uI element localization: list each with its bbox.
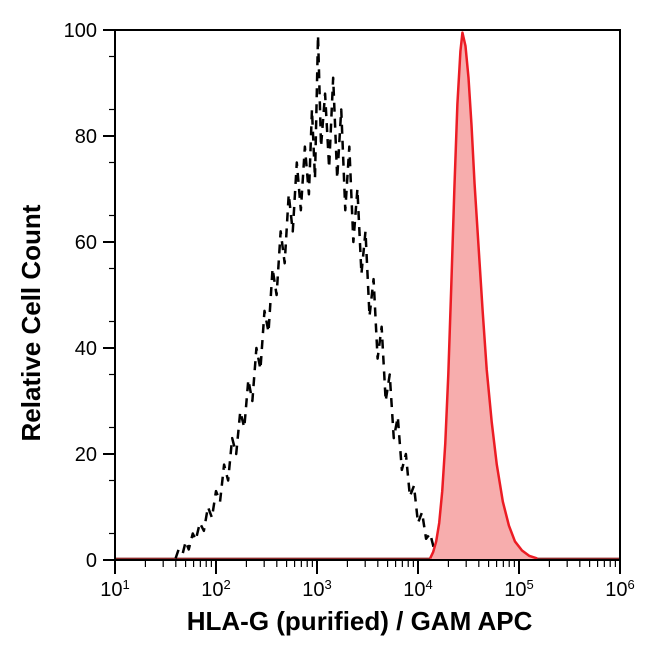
x-axis-label: HLA-G (purified) / GAM APC: [187, 606, 533, 637]
svg-text:106: 106: [605, 577, 634, 602]
svg-text:80: 80: [75, 126, 97, 148]
svg-text:102: 102: [201, 577, 230, 602]
svg-text:100: 100: [64, 20, 97, 42]
flow-cytometry-histogram: 101 102 103 104 105 106 0 20 40 60 80 100 Relative …: [0, 0, 650, 645]
svg-text:105: 105: [504, 577, 533, 602]
svg-text:101: 101: [100, 577, 129, 602]
svg-text:0: 0: [86, 550, 97, 572]
svg-text:104: 104: [403, 577, 432, 602]
svg-text:60: 60: [75, 232, 97, 254]
svg-text:40: 40: [75, 338, 97, 360]
y-axis-label: Relative Cell Count: [16, 204, 47, 441]
svg-text:20: 20: [75, 444, 97, 466]
chart-svg: 101 102 103 104 105 106 0 20 40 60 80 100: [0, 0, 650, 645]
svg-text:103: 103: [302, 577, 331, 602]
